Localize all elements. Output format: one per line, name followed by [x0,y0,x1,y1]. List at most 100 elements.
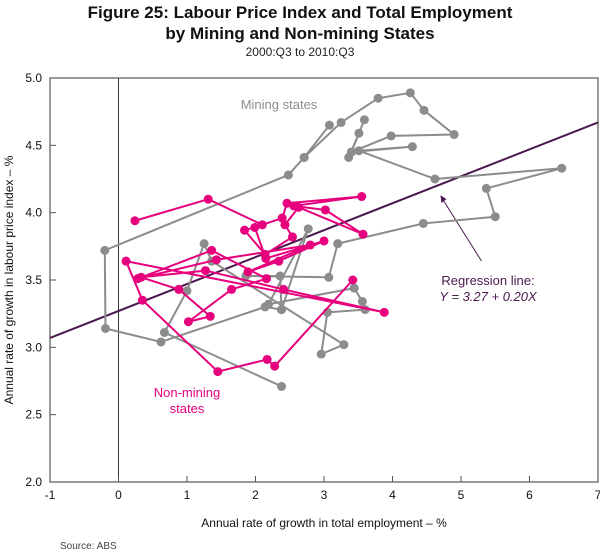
y-tick-label: 4.0 [25,206,42,220]
y-axis-label: Annual rate of growth in labour price in… [2,155,16,404]
chart-title-line2: by Mining and Non-mining States [165,24,435,43]
x-tick-label: 7 [595,488,600,502]
mining-point [557,163,567,173]
mining-point [260,302,270,312]
mining-point [373,93,383,103]
mining-point [490,212,500,222]
regression-line [49,121,599,339]
mining-point [354,128,364,138]
mining-point [407,142,417,152]
chart-subtitle: 2000:Q3 to 2010:Q3 [245,45,355,59]
non-mining-point [277,213,287,223]
non-mining-point [136,272,146,282]
mining-point [430,174,440,184]
mining-point [357,297,367,307]
mining-point [324,120,334,130]
non-mining-point [137,295,147,305]
non-mining-point [274,256,284,266]
mining-point [336,117,346,127]
non-mining-point [243,267,253,277]
x-tick-label: 4 [389,488,396,502]
non-mining-point [270,361,280,371]
mining-point [275,271,285,281]
mining-point [100,245,110,255]
non-mining-point [207,245,217,255]
mining-point [159,328,169,338]
non-mining-point [227,284,237,294]
non-mining-point [261,253,271,263]
y-tick-label: 2.5 [25,408,42,422]
mining-point [283,170,293,180]
non-mining-point [305,240,315,250]
non-mining-point [121,256,131,266]
mining-point [277,381,287,391]
mining-point [100,323,110,333]
non-mining-point [287,232,297,242]
non-mining-point [279,284,289,294]
non-mining-point [250,222,260,232]
mining-point [199,239,209,249]
mining-point [182,286,192,296]
non-mining-point [130,216,140,226]
mining-series-line [103,91,563,388]
non-mining-point [211,255,221,265]
non-mining-point [294,202,304,212]
y-tick-label: 4.5 [25,138,42,152]
non-mining-point [379,307,389,317]
mining-states-label: Mining states [241,97,318,112]
mining-point [303,224,313,234]
mining-point [156,337,166,347]
non-mining-point [213,367,223,377]
non-mining-point [240,225,250,235]
arrow-head-icon [440,195,447,204]
non-mining-point [280,220,290,230]
y-tick-label: 3.0 [25,340,42,354]
non-mining-point [174,284,184,294]
y-tick-label: 2.0 [25,475,42,489]
mining-point [349,283,359,293]
y-tick-label: 5.0 [25,71,42,85]
y-tick-label: 3.5 [25,273,42,287]
regression-label-line2: Y = 3.27 + 0.20X [439,289,538,304]
mining-point [449,130,459,140]
non-mining-label-line2: states [170,401,205,416]
x-tick-label: 1 [184,488,191,502]
non-mining-point [358,229,368,239]
source-note: Source: ABS [60,541,117,552]
mining-point [324,272,334,282]
x-tick-label: -1 [45,488,56,502]
mining-point [299,152,309,162]
non-mining-point [319,236,329,246]
regression-arrow [441,197,482,262]
x-tick-label: 2 [252,488,259,502]
chart-title: Figure 25: Labour Price Index and Total … [87,3,513,22]
x-tick-label: 5 [458,488,465,502]
mining-point [316,349,326,359]
mining-point [277,305,287,315]
non-mining-point [261,274,271,284]
non-mining-point [200,266,210,276]
non-mining-point [357,192,367,202]
x-axis-label: Annual rate of growth in total employmen… [201,516,447,530]
non-mining-point [282,198,292,208]
non-mining-point [183,317,193,327]
mining-point [481,183,491,193]
regression-label-line1: Regression line: [441,273,534,288]
non-mining-point [203,194,213,204]
x-tick-label: 0 [115,488,122,502]
x-tick-label: 3 [321,488,328,502]
mining-point [333,239,343,249]
non-mining-point [262,354,272,364]
mining-point [339,340,349,350]
non-mining-label-line1: Non-mining [154,385,220,400]
mining-point [419,105,429,115]
non-mining-point [348,275,358,285]
mining-point [418,218,428,228]
mining-point [405,88,415,98]
non-mining-point [257,220,267,230]
x-tick-label: 6 [526,488,533,502]
non-mining-point [320,205,330,215]
mining-point [359,115,369,125]
mining-point [346,147,356,157]
